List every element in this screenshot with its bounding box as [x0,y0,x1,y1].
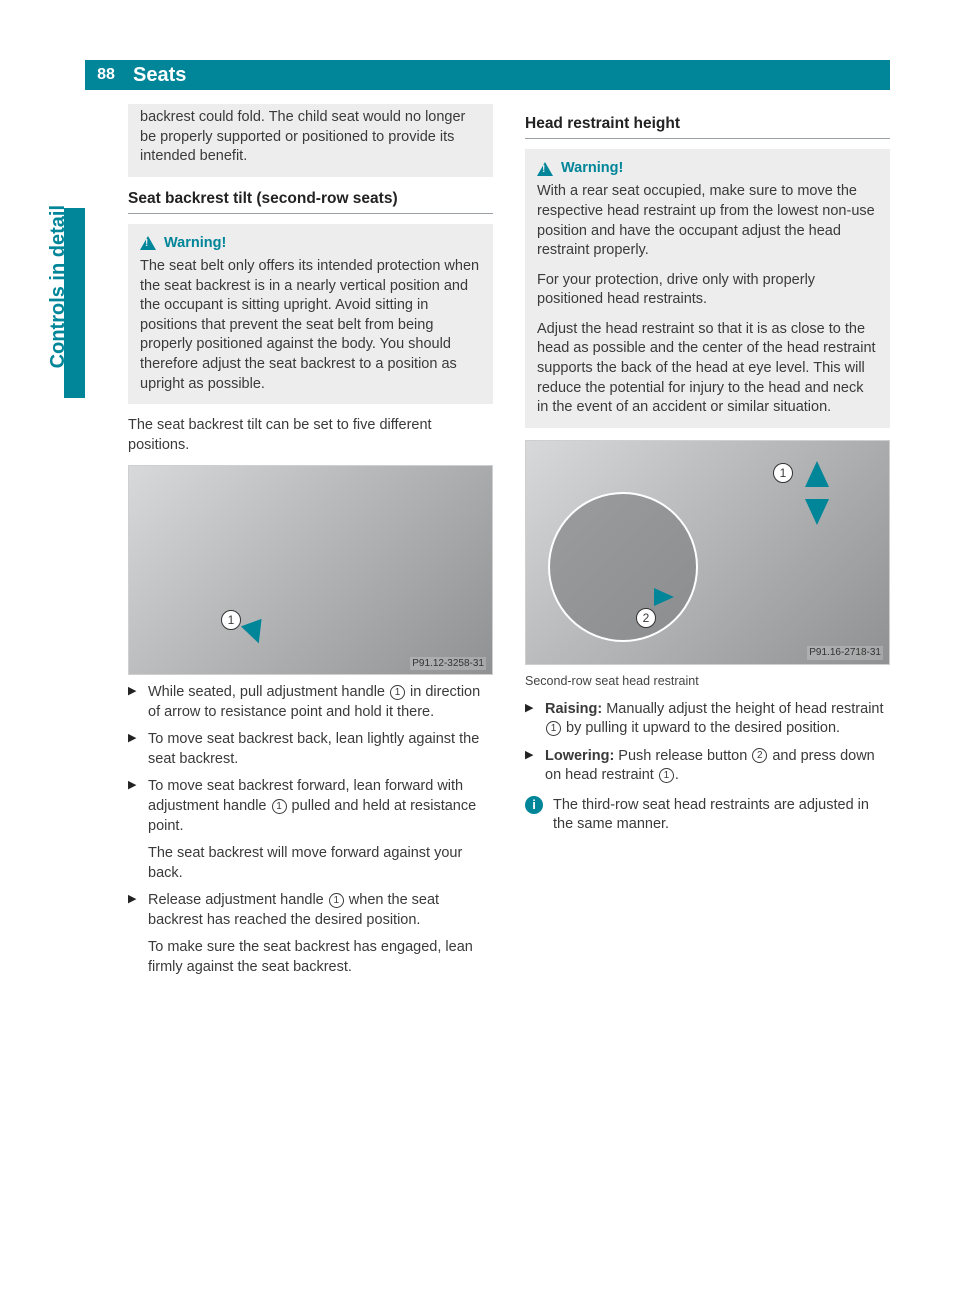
callout-number: 1 [329,893,344,908]
section-title: Seats [127,64,186,87]
info-text: The third-row seat head restraints are a… [553,796,890,835]
warning-text: The seat belt only offers its intended p… [140,257,481,394]
warning-text: For your protection, drive only with pro… [537,271,878,310]
figure-backrest-tilt: 1 P91.12-3258-31 [128,465,493,675]
figure-arrow-down-icon [805,499,829,525]
figure-code: P91.16-2718-31 [807,646,883,660]
warning-text: backrest could fold. The child seat woul… [140,108,481,167]
warning-label: Warning! [561,159,623,179]
callout-number: 2 [752,748,767,763]
step-item: Release adjustment handle 1 when the sea… [128,891,493,930]
warning-box-2: Warning! With a rear seat occupied, make… [525,149,890,428]
figure-callout-1: 1 [773,463,793,483]
step-item: Lowering: Push release button 2 and pres… [525,747,890,786]
warning-label: Warning! [164,234,226,254]
figure-callout-1: 1 [221,610,241,630]
figure-head-restraint: 1 2 P91.16-2718-31 [525,440,890,665]
callout-number: 1 [272,799,287,814]
step-item: To move seat backrest forward, lean forw… [128,777,493,836]
warning-box-continued: backrest could fold. The child seat woul… [128,104,493,177]
figure-detail-circle [548,492,698,642]
warning-box-1: Warning! The seat belt only offers its i… [128,224,493,405]
callout-number: 1 [390,685,405,700]
warning-triangle-icon [537,162,553,176]
figure-arrow-right-icon [654,588,674,606]
step-item: To move seat backrest back, lean lightly… [128,730,493,769]
page-content: backrest could fold. The child seat woul… [128,104,890,1262]
callout-number: 1 [659,768,674,783]
steps-list-2: Raising: Manually adjust the height of h… [525,700,890,786]
warning-heading: Warning! [140,234,481,254]
tilt-intro-text: The seat backrest tilt can be set to fiv… [128,416,493,455]
figure-arrow-up-icon [805,461,829,487]
figure-caption: Second-row seat head restraint [525,673,890,690]
warning-triangle-icon [140,236,156,250]
warning-text: With a rear seat occupied, make sure to … [537,182,878,260]
side-tab-label: Controls in detail [47,205,70,368]
step-item: Raising: Manually adjust the height of h… [525,700,890,739]
header-bar: 88 Seats [85,60,890,90]
step-note: To make sure the seat backrest has engag… [128,938,493,977]
subheading-head-restraint: Head restraint height [525,114,890,139]
figure-arrow-icon [241,619,269,647]
subheading-backrest-tilt: Seat backrest tilt (second-row seats) [128,189,493,214]
step-item: While seated, pull adjustment handle 1 i… [128,683,493,722]
page-number: 88 [85,66,127,84]
callout-number: 1 [546,721,561,736]
info-icon: i [525,796,543,814]
figure-code: P91.12-3258-31 [410,657,486,671]
steps-list-1: While seated, pull adjustment handle 1 i… [128,683,493,977]
step-note: The seat backrest will move forward agai… [128,844,493,883]
info-note: i The third-row seat head restraints are… [525,796,890,835]
warning-heading: Warning! [537,159,878,179]
manual-page: 88 Seats Controls in detail backrest cou… [0,0,960,1302]
warning-text: Adjust the head restraint so that it is … [537,320,878,418]
figure-callout-2: 2 [636,608,656,628]
